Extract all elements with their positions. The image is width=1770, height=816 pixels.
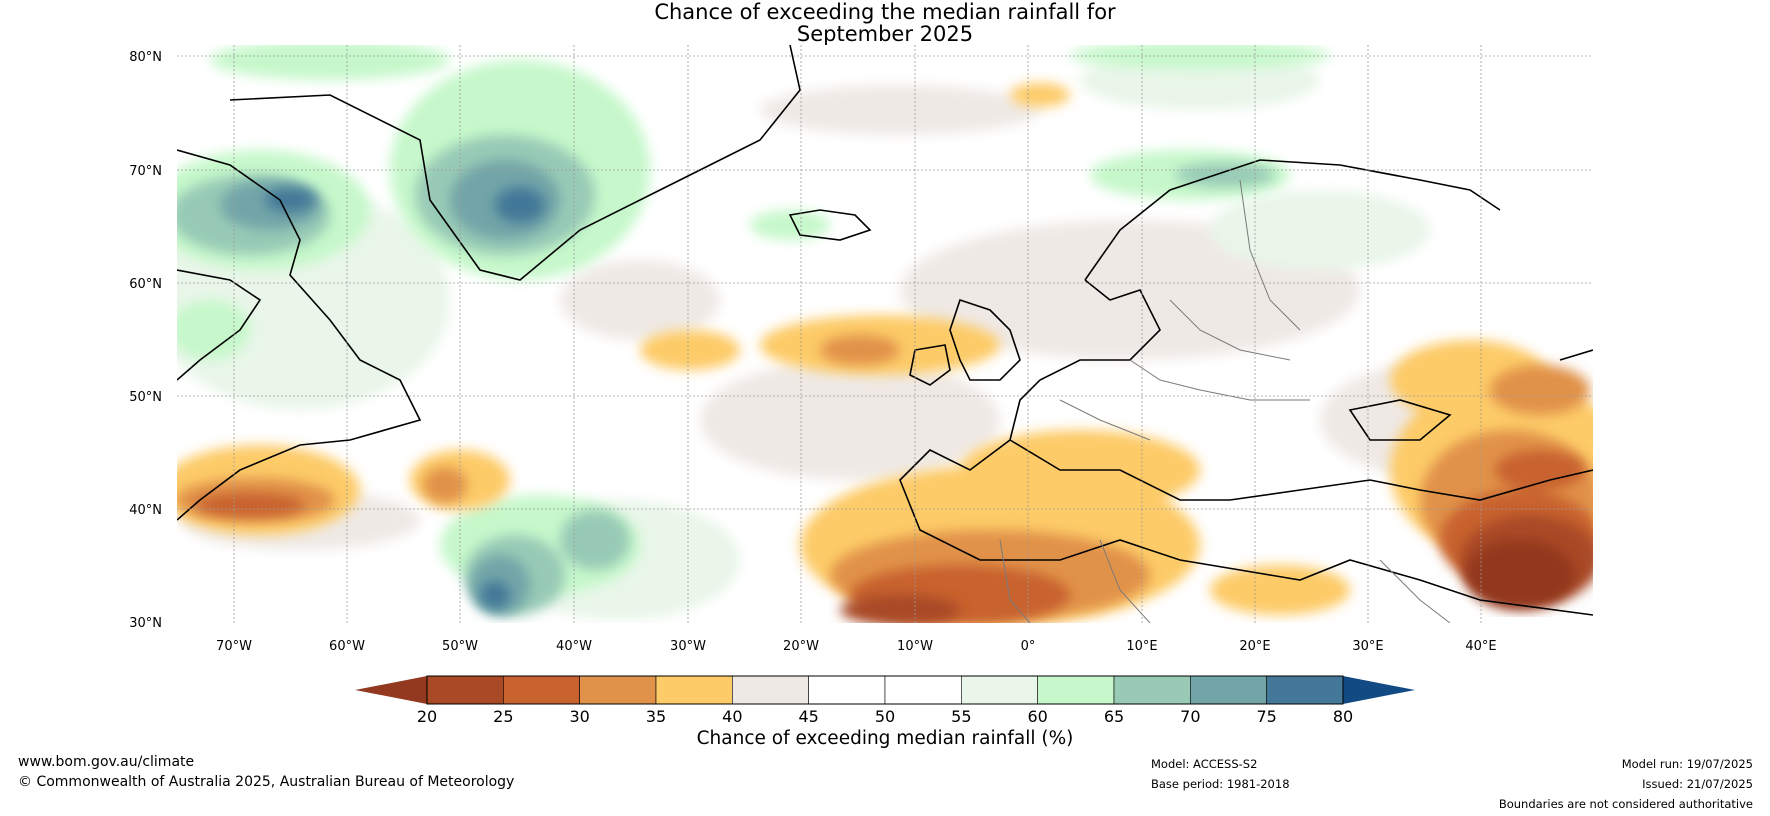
extremely-wet-areas: [265, 187, 545, 609]
colorbar-tick-label: 25: [493, 707, 513, 726]
colorbar-under-triangle: [355, 676, 427, 704]
graticule: [177, 45, 1593, 623]
extremely-dry-areas: [1465, 540, 1575, 610]
colorbar-bin: [1037, 675, 1115, 705]
colorbar-bin: [426, 675, 504, 705]
colorbar-bin: [961, 675, 1038, 705]
colorbar-bin: [1190, 675, 1267, 705]
lat-label-80n: 80°N: [129, 50, 162, 65]
colorbar-tick-label: 20: [417, 707, 437, 726]
map-title-line1: Chance of exceeding the median rainfall …: [654, 0, 1116, 24]
colorbar-outline: [426, 675, 1344, 705]
colorbar-tick-labels: 20 25 30 35 40 45 50 55 60 65 70 75 80: [417, 707, 1353, 726]
colorbar-label: Chance of exceeding median rainfall (%): [697, 728, 1074, 749]
map-title-line2: September 2025: [796, 22, 974, 46]
colorbar-tick-label: 35: [646, 707, 666, 726]
colorbar-bins: [426, 675, 1344, 705]
country-borders: [999, 179, 1451, 623]
colorbar-bin: [732, 675, 809, 705]
colorbar-bin: [1113, 675, 1191, 705]
lon-label-70w: 70°W: [216, 639, 252, 654]
issued-text: Issued: 21/07/2025: [1642, 777, 1753, 791]
model-text: Model: ACCESS-S2: [1151, 757, 1258, 771]
lat-label-50n: 50°N: [129, 390, 162, 405]
colorbar-tick-label: 30: [569, 707, 589, 726]
colorbar-bin: [884, 675, 962, 705]
website-link[interactable]: www.bom.gov.au/climate: [18, 754, 195, 770]
lon-label-60w: 60°W: [329, 639, 365, 654]
lon-label-40w: 40°W: [556, 639, 592, 654]
model-run-text: Model run: 19/07/2025: [1621, 757, 1753, 771]
copyright-text: © Commonwealth of Australia 2025, Austra…: [18, 774, 515, 790]
base-period-text: Base period: 1981-2018: [1151, 777, 1290, 791]
lon-label-30w: 30°W: [670, 639, 706, 654]
lat-label-60n: 60°N: [129, 277, 162, 292]
colorbar-bin: [808, 675, 886, 705]
colorbar-tick-label: 55: [951, 707, 971, 726]
colorbar-bin: [1266, 675, 1344, 705]
colorbar-over-triangle: [1343, 676, 1415, 704]
colorbar-tick-label: 70: [1180, 707, 1200, 726]
colorbar-bin: [503, 675, 580, 705]
lon-label-40e: 40°E: [1465, 639, 1496, 654]
colorbar-tick-label: 60: [1027, 707, 1047, 726]
colorbar-tick-label: 65: [1104, 707, 1124, 726]
latitude-labels: 80°N 70°N 60°N 50°N 40°N 30°N: [129, 50, 162, 631]
colorbar-bin: [655, 675, 733, 705]
lat-label-40n: 40°N: [129, 503, 162, 518]
colorbar-tick-label: 45: [798, 707, 818, 726]
lon-label-10e: 10°E: [1126, 639, 1157, 654]
probability-field: [177, 45, 1593, 623]
lon-label-50w: 50°W: [442, 639, 478, 654]
lat-label-70n: 70°N: [129, 164, 162, 179]
lon-label-20e: 20°E: [1239, 639, 1270, 654]
colorbar: 20 25 30 35 40 45 50 55 60 65 70 75 80 Chance of exc…: [355, 675, 1415, 749]
longitude-labels: 70°W 60°W 50°W 40°W 30°W 20°W 10°W 0° 10…: [216, 639, 1497, 654]
lat-label-30n: 30°N: [129, 616, 162, 631]
colorbar-bin: [579, 675, 657, 705]
coastlines: [177, 45, 1593, 616]
colorbar-tick-label: 50: [875, 707, 895, 726]
colorbar-tick-label: 75: [1256, 707, 1276, 726]
lon-label-0: 0°: [1021, 639, 1036, 654]
lon-label-10w: 10°W: [897, 639, 933, 654]
colorbar-tick-label: 80: [1333, 707, 1353, 726]
lon-label-20w: 20°W: [783, 639, 819, 654]
colorbar-tick-label: 40: [722, 707, 742, 726]
lon-label-30e: 30°E: [1352, 639, 1383, 654]
disclaimer-text: Boundaries are not considered authoritat…: [1498, 797, 1753, 811]
